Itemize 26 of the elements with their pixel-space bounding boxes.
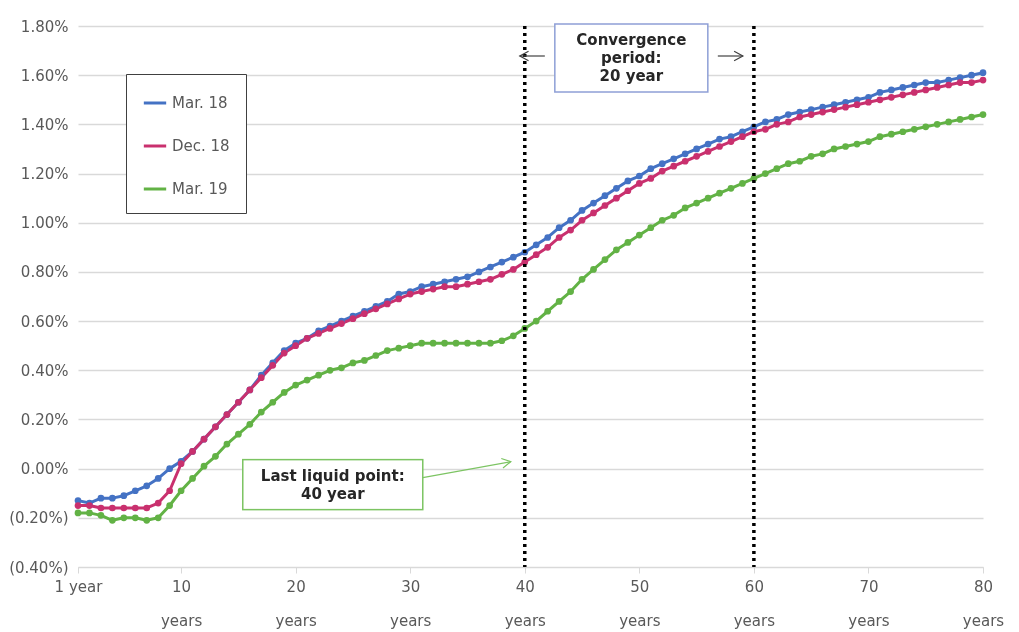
- y-tick-label: 1.20%: [20, 165, 69, 184]
- legend-label: Mar. 19: [172, 180, 228, 198]
- y-tick-label: 1.80%: [20, 17, 69, 36]
- x-tick-label: 50 years: [619, 577, 661, 630]
- y-tick-label: 0.00%: [20, 460, 69, 479]
- y-tick-label: 1.00%: [20, 214, 69, 233]
- y-tick-label: 0.40%: [20, 361, 69, 380]
- y-tick-label: 1.60%: [20, 66, 69, 85]
- y-tick-label: 0.60%: [20, 312, 69, 331]
- y-tick-label: (0.20%): [9, 509, 69, 528]
- x-tick-label: 1 year: [54, 577, 104, 596]
- annotation: Convergence period: 20 year: [576, 31, 687, 85]
- annotation: Last liquid point: 40 year: [260, 466, 405, 503]
- y-tick-label: (0.40%): [9, 558, 69, 577]
- x-tick-label: 10 years: [160, 577, 203, 630]
- x-tick-label: 80 years: [962, 577, 1005, 630]
- x-tick-label: 30 years: [390, 577, 432, 630]
- x-tick-label: 20 years: [275, 577, 317, 630]
- legend-label: Mar. 18: [172, 94, 228, 112]
- x-tick-label: 70 years: [848, 577, 890, 630]
- y-tick-label: 0.80%: [20, 263, 69, 282]
- x-tick-label: 60 years: [733, 577, 776, 630]
- y-tick-label: 0.20%: [20, 410, 69, 429]
- y-tick-label: 1.40%: [20, 115, 69, 134]
- legend-label: Dec. 18: [172, 137, 230, 155]
- x-tick-label: 40 years: [504, 577, 547, 630]
